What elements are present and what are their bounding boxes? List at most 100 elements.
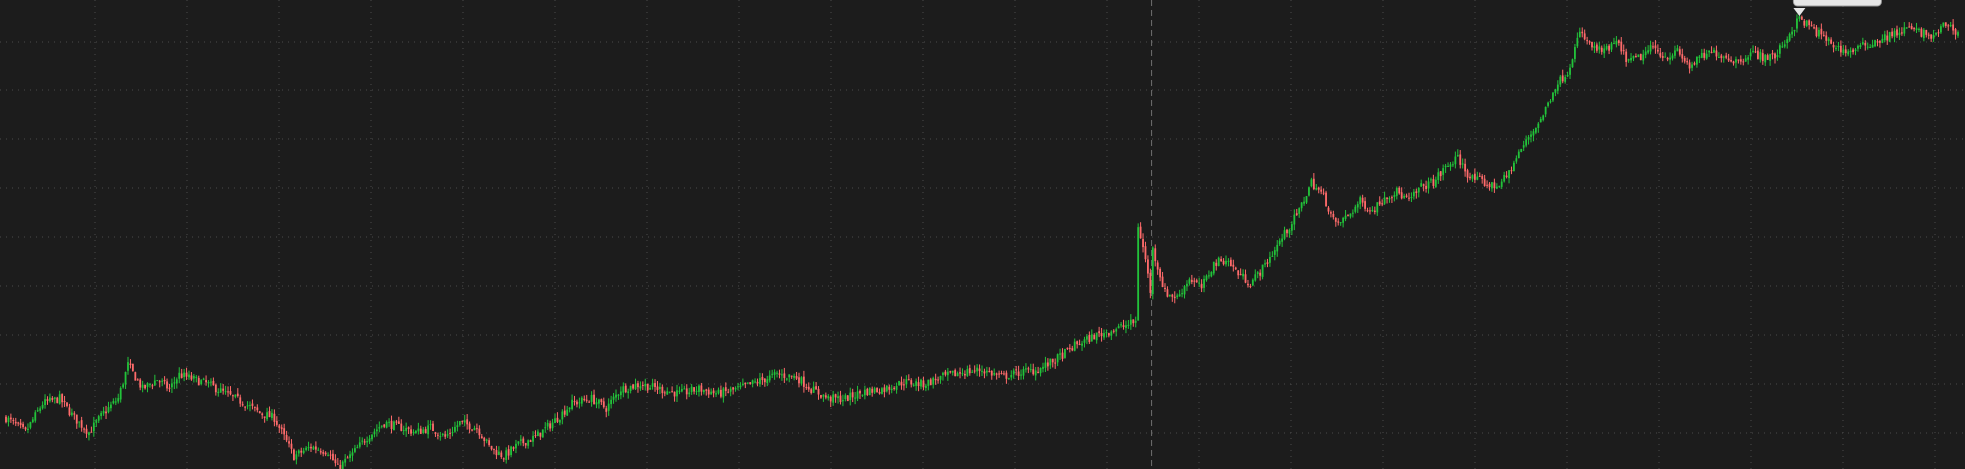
candle-body: [1229, 259, 1232, 267]
candle-body: [1305, 196, 1308, 203]
candle-body: [1686, 61, 1689, 63]
candle-body: [380, 425, 383, 427]
candle: [405, 422, 408, 437]
candle-body: [388, 421, 390, 423]
candle-body: [124, 371, 127, 385]
candle: [1168, 294, 1171, 298]
candle-body: [90, 431, 93, 433]
candle-body: [163, 379, 166, 382]
candle-body: [168, 387, 171, 389]
candle-body: [1593, 45, 1596, 49]
candle-body: [1042, 366, 1044, 369]
candle-body: [1261, 264, 1264, 277]
candle-body: [1915, 28, 1918, 30]
candle: [702, 389, 705, 395]
candle: [1447, 162, 1449, 168]
candle: [1783, 40, 1786, 49]
candle-body: [512, 447, 515, 449]
candle: [898, 380, 900, 386]
candle-body: [314, 446, 317, 450]
candle-body: [395, 421, 398, 423]
candle-body: [227, 391, 229, 393]
candle-body: [1930, 34, 1933, 39]
candle: [461, 420, 464, 425]
candle: [1378, 196, 1381, 207]
candle: [9, 413, 12, 423]
candle-body: [578, 402, 581, 404]
candle: [1032, 363, 1035, 376]
candle: [1356, 201, 1359, 213]
candle-body: [156, 380, 159, 382]
candle: [1659, 47, 1662, 59]
candle-body: [756, 381, 759, 384]
candle: [1312, 173, 1315, 191]
candle: [558, 419, 561, 426]
candle: [871, 386, 874, 397]
candle-body: [1129, 319, 1132, 325]
candle-body: [1110, 331, 1113, 336]
candle: [1595, 42, 1598, 53]
candle: [954, 368, 957, 377]
candle: [612, 392, 615, 404]
candle-body: [151, 385, 154, 387]
candle-body: [1859, 45, 1862, 48]
candle: [1610, 41, 1613, 52]
candle: [751, 379, 754, 388]
candle-body: [1854, 49, 1857, 52]
candle: [627, 388, 630, 399]
candle-body: [773, 372, 776, 375]
candle-body: [1254, 274, 1257, 281]
candle: [1271, 251, 1274, 257]
candle-body: [27, 428, 29, 430]
candle: [227, 386, 229, 397]
candle: [1713, 47, 1715, 53]
candle-body: [1586, 40, 1589, 42]
candle-body: [954, 370, 957, 377]
candle: [1161, 271, 1164, 288]
candle-body: [1010, 374, 1013, 378]
candle-body: [1542, 115, 1545, 120]
candle-body: [271, 412, 273, 418]
candle: [859, 389, 861, 400]
candle: [1739, 55, 1742, 65]
candle-body: [456, 425, 459, 428]
candle: [446, 429, 449, 438]
candle: [410, 425, 412, 437]
candle: [766, 375, 769, 387]
candle-body: [429, 424, 432, 426]
candle: [1896, 25, 1898, 38]
candle: [390, 415, 393, 434]
candle: [876, 387, 878, 393]
candle-body: [1290, 224, 1293, 231]
candle-body: [539, 432, 542, 437]
candle-body: [1325, 192, 1327, 207]
candle: [1234, 266, 1237, 271]
candle-body: [724, 387, 727, 392]
candle-body: [1466, 170, 1469, 178]
candle-body: [1266, 262, 1269, 264]
candle-body: [868, 388, 871, 396]
candle: [393, 420, 395, 431]
candle-body: [378, 427, 381, 429]
candle-body: [288, 441, 290, 444]
candle-body: [149, 384, 151, 386]
candle-body: [1639, 54, 1642, 61]
candle: [1525, 135, 1528, 148]
candle-body: [739, 385, 742, 388]
candle: [432, 420, 434, 432]
candle-body: [258, 411, 261, 414]
candle: [1539, 116, 1542, 123]
candle: [1661, 51, 1664, 62]
candle: [1332, 210, 1335, 220]
candle: [307, 441, 310, 451]
candle-body: [1749, 52, 1752, 57]
candle-body: [715, 393, 717, 395]
candle: [1320, 186, 1323, 195]
high-price-flag[interactable]: [1792, 0, 1882, 17]
candle: [275, 416, 278, 427]
candle-body: [1852, 49, 1854, 53]
candle: [1449, 162, 1452, 171]
candle: [1776, 49, 1779, 61]
